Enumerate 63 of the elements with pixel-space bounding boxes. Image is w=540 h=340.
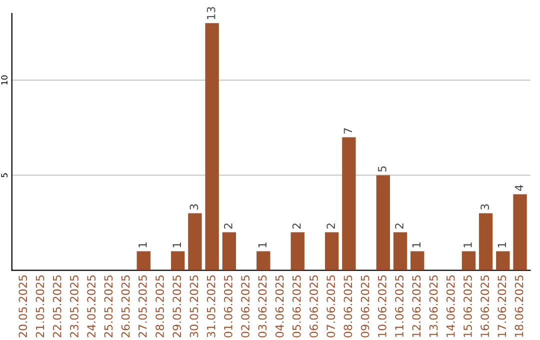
bar: [170, 251, 185, 270]
x-tick-label: 13.06.2025: [429, 275, 438, 337]
bar: [513, 194, 527, 270]
x-tick-label: 28.05.2025: [156, 275, 164, 338]
x-tick-label: 18.06.2025: [514, 275, 524, 337]
x-tick-label: 06.06.2025: [310, 275, 318, 338]
x-tick-label: 24.05.2025: [87, 275, 96, 338]
bar: [342, 137, 356, 270]
x-tick-label: 25.05.2025: [104, 275, 113, 338]
data-label: 4: [514, 185, 524, 191]
data-label: 13: [206, 7, 216, 20]
x-tick-label: 22.05.2025: [52, 275, 62, 338]
bar: [290, 232, 304, 270]
x-tick-label: 09.06.2025: [360, 275, 370, 338]
x-tick-label: 12.06.2025: [412, 275, 421, 337]
data-label: 1: [464, 242, 472, 248]
data-label: 1: [258, 242, 266, 248]
data-label: 7: [344, 128, 352, 134]
x-tick-label: 26.05.2025: [121, 275, 130, 338]
x-tick-label: 02.06.2025: [241, 275, 250, 338]
data-label: 3: [190, 204, 198, 210]
x-tick-label: 10.06.2025: [378, 275, 386, 337]
bar: [205, 23, 219, 270]
bar: [410, 251, 424, 270]
data-label: 2: [395, 224, 404, 229]
x-tick-label: 16.06.2025: [480, 275, 490, 337]
x-tick-label: 23.05.2025: [70, 275, 78, 338]
x-tick-label: 01.06.2025: [224, 275, 232, 338]
bar: [222, 232, 236, 270]
bar: [376, 175, 390, 270]
bar: [256, 251, 270, 270]
bar: [136, 251, 150, 270]
data-label: 1: [138, 242, 147, 248]
x-tick-label: 15.06.2025: [464, 275, 472, 337]
x-tick-label: 11.06.2025: [395, 275, 404, 337]
x-tick-label: 30.05.2025: [190, 275, 198, 338]
bar: [462, 251, 476, 270]
x-tick-label: 27.05.2025: [138, 275, 147, 338]
data-label: 1: [172, 242, 181, 248]
x-tick-label: 29.05.2025: [172, 275, 182, 338]
bar: [478, 213, 493, 270]
x-tick-label: 05.06.2025: [292, 275, 301, 338]
x-tick-label: 21.05.2025: [36, 275, 44, 338]
bar: [324, 232, 339, 270]
data-label: 2: [326, 224, 335, 229]
bar: [188, 213, 202, 270]
x-tick-label: 03.06.2025: [258, 275, 267, 338]
x-tick-label: 14.06.2025: [446, 275, 455, 337]
data-label: 1: [412, 242, 420, 248]
x-tick-label: 04.06.2025: [275, 275, 284, 338]
data-label: 3: [480, 204, 490, 210]
bar: [496, 251, 510, 270]
x-tick-label: 20.05.2025: [18, 275, 28, 338]
x-tick-label: 17.06.2025: [498, 275, 506, 337]
data-label: 2: [224, 224, 232, 229]
bar: [393, 232, 408, 270]
x-tick-label: 08.06.2025: [344, 275, 352, 338]
data-label: 2: [292, 224, 301, 229]
y-tick-label: 10: [1, 75, 8, 85]
x-tick-label: 07.06.2025: [326, 275, 336, 338]
data-label: 5: [378, 166, 386, 172]
data-label: 1: [498, 242, 506, 248]
x-tick-label: 31.05.2025: [206, 275, 216, 338]
